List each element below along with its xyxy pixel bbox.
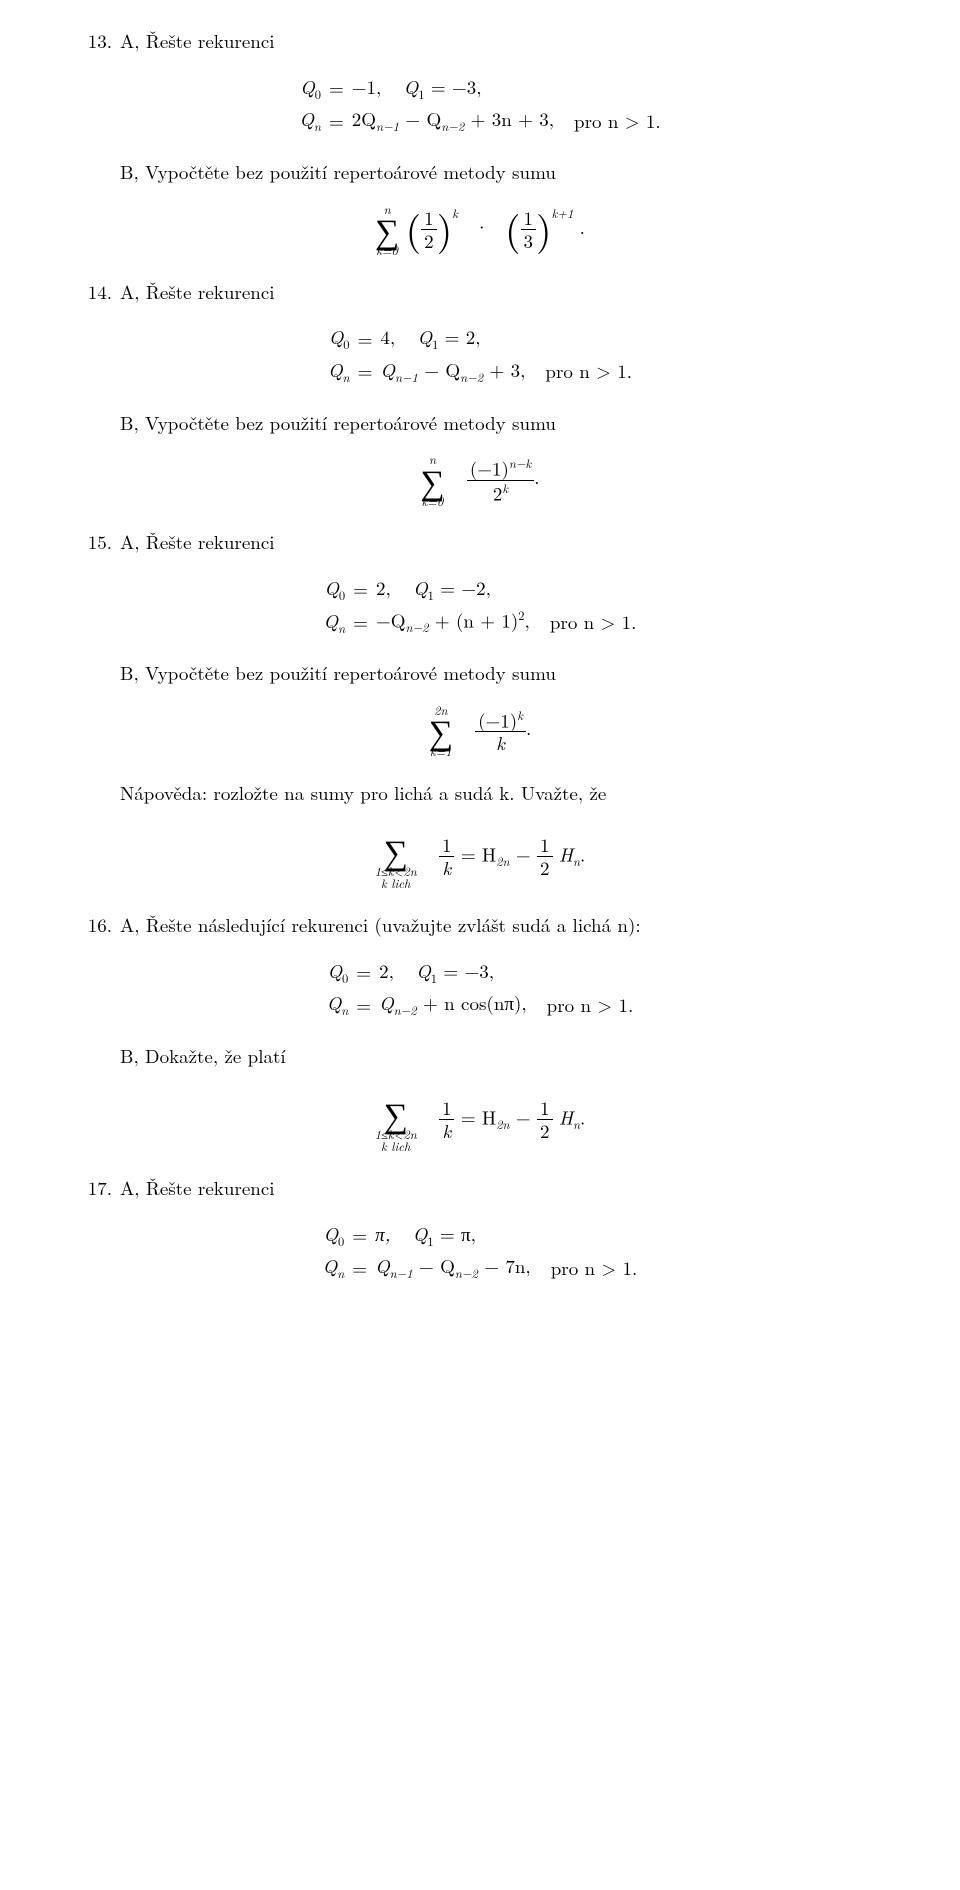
sum-13: n ∑ k=0 (12)k · (13)k+1 . <box>78 203 882 257</box>
hint-eq-15: ∑ 1≤k<2n k lich 1k = H2n − 12 Hn. <box>78 824 882 890</box>
sum-15: 2n ∑ k=1 (−1)k k . <box>78 704 882 758</box>
identity-16: ∑ 1≤k<2n k lich 1k = H2n − 12 Hn. <box>78 1087 882 1153</box>
part-a-label: A, Řešte rekurenci <box>120 27 275 54</box>
recurrence-16: Q0 = 2, Q1 = −3, Qn = Qn−2 + n cos(nπ), … <box>78 956 882 1021</box>
sum-14: n ∑ k=0 (−1)n−k 2k . <box>78 453 882 507</box>
problem-number: 13. <box>78 28 120 54</box>
part-a-label: A, Řešte rekurenci <box>120 278 275 305</box>
part-b-label: B, Vypočtěte bez použití repertoárové me… <box>120 659 556 686</box>
part-b-label: B, Vypočtěte bez použití repertoárové me… <box>120 409 556 436</box>
problem-16: 16. A, Řešte následující rekurenci (uvaž… <box>78 912 882 1153</box>
recurrence-17: Q0 = π, Q1 = π, Qn = Qn−1 − Qn−2 − 7n, p… <box>78 1219 882 1284</box>
problem-15: 15. A, Řešte rekurenci Q0 = 2, Q1 = −2, … <box>78 529 882 890</box>
problem-14: 14. A, Řešte rekurenci Q0 = 4, Q1 = 2, Q… <box>78 279 882 508</box>
problem-number: 14. <box>78 279 120 305</box>
recurrence-15: Q0 = 2, Q1 = −2, Qn = −Qn−2 + (n + 1)2, … <box>78 573 882 639</box>
part-b-label: B, Dokažte, že platí <box>120 1042 286 1069</box>
part-a-label: A, Řešte rekurenci <box>120 1174 275 1201</box>
part-a-label: A, Řešte následující rekurenci (uvažujte… <box>120 911 641 938</box>
recurrence-13: Q0 = −1, Q1 = −3, Qn = 2Qn−1 − Qn−2 + 3n… <box>78 72 882 137</box>
problem-13: 13. A, Řešte rekurenci Q0 = −1, Q1 = −3,… <box>78 28 882 257</box>
hint-text: Nápověda: rozložte na sumy pro lichá a s… <box>120 779 606 806</box>
problem-number: 15. <box>78 529 120 555</box>
part-a-label: A, Řešte rekurenci <box>120 528 275 555</box>
problem-number: 17. <box>78 1175 120 1201</box>
recurrence-14: Q0 = 4, Q1 = 2, Qn = Qn−1 − Qn−2 + 3, pr… <box>78 322 882 387</box>
problem-number: 16. <box>78 912 120 938</box>
part-b-label: B, Vypočtěte bez použití repertoárové me… <box>120 158 556 185</box>
problem-17: 17. A, Řešte rekurenci Q0 = π, Q1 = π, Q… <box>78 1175 882 1284</box>
